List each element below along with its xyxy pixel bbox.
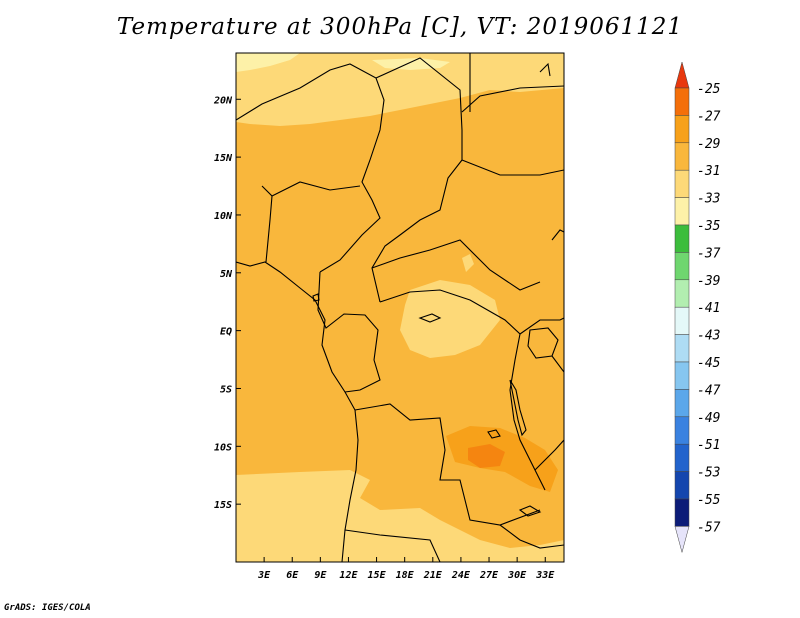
colorbar-swatch — [674, 443, 690, 472]
border-cameroon-gabon — [317, 271, 381, 393]
chart-title: Temperature at 300hPa [C], VT: 201906112… — [116, 14, 684, 40]
colorbar-label: -27 — [697, 109, 721, 124]
lat-tick-label: 20N — [213, 95, 233, 106]
lake-tanganyika — [509, 379, 527, 437]
lon-tick-label: 18E — [396, 570, 415, 581]
colorbar-label: -33 — [697, 192, 720, 207]
colorbar-swatch — [674, 279, 690, 308]
lat-tick-label: 10N — [214, 211, 233, 222]
border-south — [344, 524, 564, 562]
lat-tick-label: 5N — [220, 269, 233, 280]
lon-tick-label: 33E — [535, 570, 555, 581]
lat-tick-label: 10S — [214, 442, 232, 453]
country-borders — [236, 53, 564, 562]
colorbar-label: -35 — [697, 219, 721, 234]
colorbar-swatch — [674, 498, 690, 527]
map-frame — [235, 52, 565, 563]
colorbar-label: -45 — [697, 356, 721, 371]
colorbar-label: -25 — [697, 82, 721, 97]
colorbar-swatch — [674, 416, 690, 445]
colorbar-swatch — [674, 306, 690, 335]
colorbar-swatch — [674, 361, 690, 390]
colorbar-swatch — [674, 115, 690, 144]
lake-small-2 — [487, 429, 501, 439]
lon-tick-label: 24E — [451, 570, 471, 581]
island-bioko — [312, 293, 320, 302]
border-nigeria — [261, 181, 361, 263]
coast-northeast — [539, 62, 564, 241]
longitude-axis: 3E 6E 9E 12E 15E 18E 21E 24E 27E 30E 33E — [257, 557, 555, 581]
colorbar-label: -39 — [697, 274, 720, 289]
colorbar: -25 -27 -29 -31 -33 -35 -37 -39 -41 -43 -45 -47 -49 -… — [674, 61, 721, 554]
colorbar-swatch — [674, 334, 690, 363]
lon-tick-label: 3E — [257, 570, 271, 581]
band-minus35-northwest — [236, 53, 300, 72]
colorbar-swatch — [674, 169, 690, 198]
border-angola — [354, 403, 541, 526]
colorbar-label: -51 — [697, 438, 720, 453]
colorbar-top-arrow — [674, 61, 690, 89]
latitude-axis: 20N 15N 10N 5N EQ 5S 10S 15S — [213, 95, 241, 511]
lat-tick-label: 5S — [220, 384, 232, 395]
colorbar-bottom-arrow — [674, 526, 690, 554]
colorbar-label: -49 — [697, 411, 720, 426]
lon-tick-label: 9E — [314, 570, 327, 581]
colorbar-swatch — [674, 197, 690, 226]
band-minus33-small — [462, 254, 474, 272]
colorbar-label: -47 — [697, 383, 721, 398]
colorbar-swatch — [674, 252, 690, 281]
colorbar-swatch — [674, 471, 690, 500]
lon-tick-label: 27E — [479, 570, 499, 581]
band-minus27-core — [468, 444, 505, 468]
colorbar-swatch — [674, 389, 690, 418]
colorbar-label: -53 — [697, 466, 720, 481]
lake-small-3 — [518, 505, 542, 517]
border-niger-chad — [236, 63, 385, 273]
border-chad-sudan — [371, 57, 463, 303]
colorbar-label: -29 — [697, 137, 720, 152]
lon-tick-label: 12E — [339, 570, 358, 581]
lon-tick-label: 21E — [423, 570, 443, 581]
colorbar-swatch — [674, 224, 690, 253]
lon-tick-label: 30E — [507, 570, 527, 581]
colorbar-swatch — [674, 142, 690, 171]
lat-tick-label: 15S — [214, 500, 232, 511]
lake-small-1 — [418, 313, 442, 323]
credit-label: GrADS: IGES/COLA — [4, 603, 91, 613]
coastline-west — [236, 261, 359, 562]
border-sudan-east — [461, 53, 564, 176]
colorbar-label: -43 — [697, 329, 720, 344]
lon-tick-label: 15E — [368, 570, 387, 581]
border-east-africa — [519, 317, 564, 471]
colorbar-label: -57 — [697, 520, 721, 535]
band-minus33-north — [236, 53, 564, 126]
colorbar-label: -31 — [697, 164, 720, 179]
border-car — [371, 239, 541, 291]
temperature-field — [236, 53, 564, 562]
lat-tick-label: 15N — [214, 153, 233, 164]
border-drc-north — [379, 289, 546, 491]
band-minus33-central — [400, 280, 500, 358]
colorbar-swatch — [674, 87, 690, 116]
lon-tick-label: 6E — [286, 570, 299, 581]
colorbar-label: -37 — [697, 246, 721, 261]
colorbar-label: -55 — [697, 493, 721, 508]
band-minus33-south — [236, 470, 564, 562]
lat-tick-label: EQ — [220, 327, 232, 338]
colorbar-label: -41 — [697, 301, 720, 316]
